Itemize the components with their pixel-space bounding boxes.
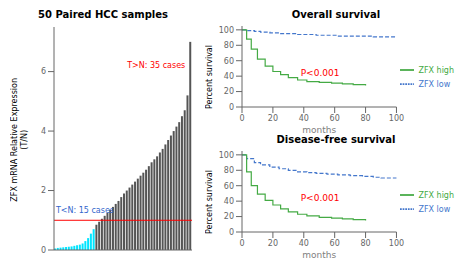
svg-text:months: months [302, 125, 336, 133]
svg-text:80: 80 [360, 114, 370, 123]
svg-text:4: 4 [41, 127, 46, 136]
svg-text:100: 100 [219, 26, 234, 35]
svg-text:0: 0 [229, 103, 234, 112]
svg-text:60: 60 [224, 57, 234, 66]
svg-text:40: 40 [224, 72, 234, 81]
svg-text:20: 20 [268, 114, 278, 123]
svg-text:0: 0 [239, 239, 244, 248]
svg-text:80: 80 [360, 239, 370, 248]
svg-text:40: 40 [299, 114, 309, 123]
svg-text:T>N: 35 cases: T>N: 35 cases [126, 61, 185, 70]
svg-text:100: 100 [389, 239, 404, 248]
html-text:ZFX low: ZFX low [418, 79, 451, 89]
html-text:ZFX low: ZFX low [418, 204, 451, 214]
svg-text:2: 2 [41, 186, 46, 195]
svg-text:80: 80 [224, 41, 234, 50]
html-text:Disease-free survival: Disease-free survival [276, 134, 396, 145]
html-text:ZFX high: ZFX high [418, 65, 454, 75]
svg-text:20: 20 [224, 87, 234, 96]
html-text:Overall survival: Overall survival [291, 9, 381, 20]
svg-text:20: 20 [268, 239, 278, 248]
svg-text:40: 40 [224, 197, 234, 206]
html-text:50 Paired HCC samples: 50 Paired HCC samples [38, 9, 168, 20]
svg-text:60: 60 [224, 182, 234, 191]
html-text:ZFX high: ZFX high [418, 190, 454, 200]
svg-text:60: 60 [330, 239, 340, 248]
svg-text:40: 40 [299, 239, 309, 248]
svg-text:0: 0 [229, 228, 234, 237]
svg-text:6: 6 [41, 67, 46, 76]
svg-text:months: months [302, 250, 336, 258]
svg-text:P<0.001: P<0.001 [301, 193, 340, 203]
svg-text:20: 20 [224, 212, 234, 221]
html-text:Percent survival: Percent survival [205, 170, 214, 234]
svg-text:80: 80 [224, 166, 234, 175]
html-text:ZFX mRNA Relative Expression (: ZFX mRNA Relative Expression (T/N) [10, 77, 29, 202]
svg-text:100: 100 [219, 151, 234, 160]
svg-text:T<N: 15 cases: T<N: 15 cases [55, 206, 114, 215]
html-text:Percent survival: Percent survival [205, 45, 214, 109]
svg-text:P<0.001: P<0.001 [301, 68, 340, 78]
svg-text:0: 0 [41, 246, 46, 255]
svg-text:0: 0 [239, 114, 244, 123]
svg-text:60: 60 [330, 114, 340, 123]
svg-text:100: 100 [389, 114, 404, 123]
